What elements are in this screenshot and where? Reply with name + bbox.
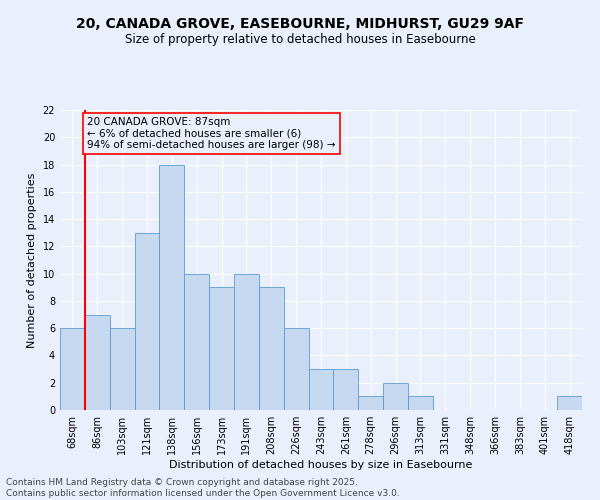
Bar xyxy=(234,274,259,410)
Bar xyxy=(308,369,334,410)
Bar xyxy=(557,396,582,410)
Bar xyxy=(134,232,160,410)
Bar xyxy=(85,314,110,410)
Bar xyxy=(358,396,383,410)
X-axis label: Distribution of detached houses by size in Easebourne: Distribution of detached houses by size … xyxy=(169,460,473,470)
Bar xyxy=(110,328,134,410)
Bar xyxy=(408,396,433,410)
Bar xyxy=(383,382,408,410)
Text: 20, CANADA GROVE, EASEBOURNE, MIDHURST, GU29 9AF: 20, CANADA GROVE, EASEBOURNE, MIDHURST, … xyxy=(76,18,524,32)
Bar xyxy=(160,164,184,410)
Text: Contains HM Land Registry data © Crown copyright and database right 2025.
Contai: Contains HM Land Registry data © Crown c… xyxy=(6,478,400,498)
Text: 20 CANADA GROVE: 87sqm
← 6% of detached houses are smaller (6)
94% of semi-detac: 20 CANADA GROVE: 87sqm ← 6% of detached … xyxy=(88,117,336,150)
Y-axis label: Number of detached properties: Number of detached properties xyxy=(27,172,37,348)
Bar xyxy=(184,274,209,410)
Bar xyxy=(284,328,308,410)
Bar xyxy=(60,328,85,410)
Bar xyxy=(259,288,284,410)
Bar xyxy=(209,288,234,410)
Bar xyxy=(334,369,358,410)
Text: Size of property relative to detached houses in Easebourne: Size of property relative to detached ho… xyxy=(125,32,475,46)
